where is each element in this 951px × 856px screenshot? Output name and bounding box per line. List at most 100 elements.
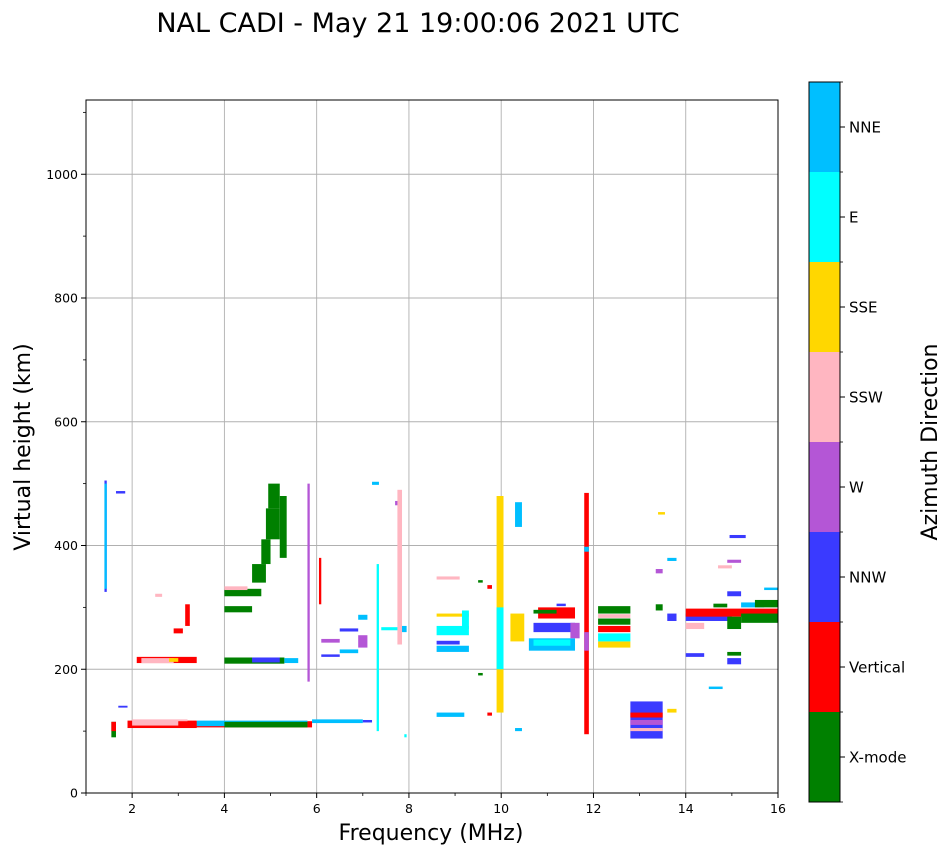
y-tick-label: 1000 [46, 167, 78, 182]
colorbar-label-nne: NNE [849, 119, 881, 137]
echo-trace-sse [169, 658, 179, 662]
colorbar-frame [808, 81, 841, 803]
echo-trace-x-mode [252, 564, 266, 583]
x-tick-label: 6 [313, 801, 321, 816]
echo-trace-x-mode [533, 609, 557, 614]
echo-trace-x-mode [478, 580, 483, 583]
y-tick-label: 200 [54, 662, 78, 677]
echo-trace-nnw [556, 603, 566, 607]
x-tick-label: 14 [678, 801, 694, 816]
echo-trace-nnw [115, 491, 126, 494]
colorbar-label-vertical: Vertical [849, 659, 905, 677]
echo-trace-x-mode [224, 588, 262, 597]
echo-trace-w [358, 635, 368, 648]
echo-trace-nnw [533, 622, 576, 633]
echo-trace-nne [436, 712, 465, 717]
colorbar-swatch-nne [809, 82, 840, 172]
colorbar-swatch-w [809, 442, 840, 532]
colorbar: X-mode Vertical NNW W SSW SSE E NNE [808, 81, 906, 803]
echo-trace-x-mode [655, 604, 663, 611]
echo-trace-vertical [538, 607, 576, 619]
echo-trace-sse [510, 613, 525, 642]
colorbar-swatch-sse [809, 262, 840, 352]
echo-trace-vertical [318, 557, 322, 605]
echo-trace-nne [402, 625, 407, 633]
colorbar-swatch-ssw [809, 352, 840, 442]
echo-trace-x-mode [727, 616, 742, 630]
echo-trace-e [533, 639, 571, 646]
colorbar-label-nnw: NNW [849, 569, 886, 587]
x-axis: 2 4 6 8 10 12 14 16 [85, 793, 786, 816]
echo-trace-nne [667, 557, 677, 561]
y-tick-label: 0 [70, 786, 78, 801]
echo-trace-vertical [685, 608, 778, 617]
chart-title: NAL CADI - May 21 19:00:06 2021 UTC [156, 8, 679, 39]
colorbar-label-x-mode: X-mode [849, 749, 906, 767]
echo-trace-sse [667, 708, 677, 713]
echo-trace-nnw [362, 719, 373, 723]
echo-trace-nne [358, 614, 368, 620]
x-axis-label: Frequency (MHz) [339, 821, 524, 846]
echo-trace-sse [496, 496, 504, 713]
echo-trace-nne [436, 645, 469, 652]
colorbar-label: Azimuth Direction [918, 343, 943, 540]
echo-trace-nnw [727, 591, 742, 597]
colorbar-swatch-x-mode [809, 712, 840, 802]
echo-trace-x-mode [754, 599, 778, 608]
echo-trace-nnw [685, 653, 705, 657]
echo-trace-vertical [487, 585, 492, 589]
colorbar-label-sse: SSE [849, 299, 878, 317]
x-tick-label: 8 [405, 801, 413, 816]
echo-trace-nnw [667, 613, 677, 621]
echo-trace-vertical [487, 712, 492, 716]
echo-trace-nnw [436, 640, 460, 645]
echo-trace-w [321, 638, 340, 643]
echo-trace-nnw [321, 654, 340, 657]
echo-trace-sse [598, 641, 631, 648]
echo-trace-nnw [727, 658, 742, 665]
echo-trace-nne [312, 719, 363, 724]
x-tick-label: 4 [220, 801, 228, 816]
echo-trace-vertical [185, 604, 190, 626]
echo-trace-w [630, 719, 663, 725]
echo-trace-e [404, 734, 407, 738]
echo-trace-nnw [252, 657, 280, 663]
echo-trace-nne [741, 602, 765, 608]
plot-frame [85, 99, 779, 794]
echo-trace-nne [584, 546, 589, 552]
echo-trace-x-mode [598, 606, 631, 614]
echo-trace-nne [372, 481, 379, 485]
echo-trace-ssw [436, 576, 460, 580]
x-tick-label: 2 [128, 801, 136, 816]
echo-trace-w [307, 483, 310, 682]
colorbar-swatch-nnw [809, 532, 840, 622]
echo-trace-e [381, 627, 400, 631]
echo-trace-x-mode [598, 618, 631, 625]
echo-trace-nnw [685, 613, 732, 621]
echo-trace-ssw [685, 622, 705, 630]
echo-trace-nne [515, 502, 522, 527]
x-tick-label: 10 [493, 801, 509, 816]
echo-trace-e [496, 607, 504, 670]
echo-trace-nne [339, 649, 359, 654]
echo-trace-ssw [630, 728, 663, 732]
y-tick-label: 600 [54, 414, 78, 429]
echo-trace-e [461, 610, 469, 630]
colorbar-label-ssw: SSW [849, 389, 883, 407]
echo-trace-e [376, 564, 379, 732]
echo-trace-nne [764, 587, 778, 591]
colorbar-label-w: W [849, 479, 864, 497]
echo-trace-x-mode [224, 721, 308, 728]
echo-trace-x-mode [268, 483, 280, 509]
y-axis: 0 200 400 600 800 1000 [46, 111, 86, 801]
echo-trace-x-mode [713, 603, 728, 608]
colorbar-swatch-vertical [809, 622, 840, 712]
data-layer [104, 480, 778, 739]
echo-trace-nne [515, 728, 522, 732]
echo-trace-ssw [155, 593, 163, 597]
echo-trace-w [655, 569, 663, 574]
echo-trace-e [598, 633, 631, 642]
plot-area [86, 100, 778, 793]
echo-trace-ssw [224, 586, 248, 591]
grid-lines [86, 100, 778, 793]
